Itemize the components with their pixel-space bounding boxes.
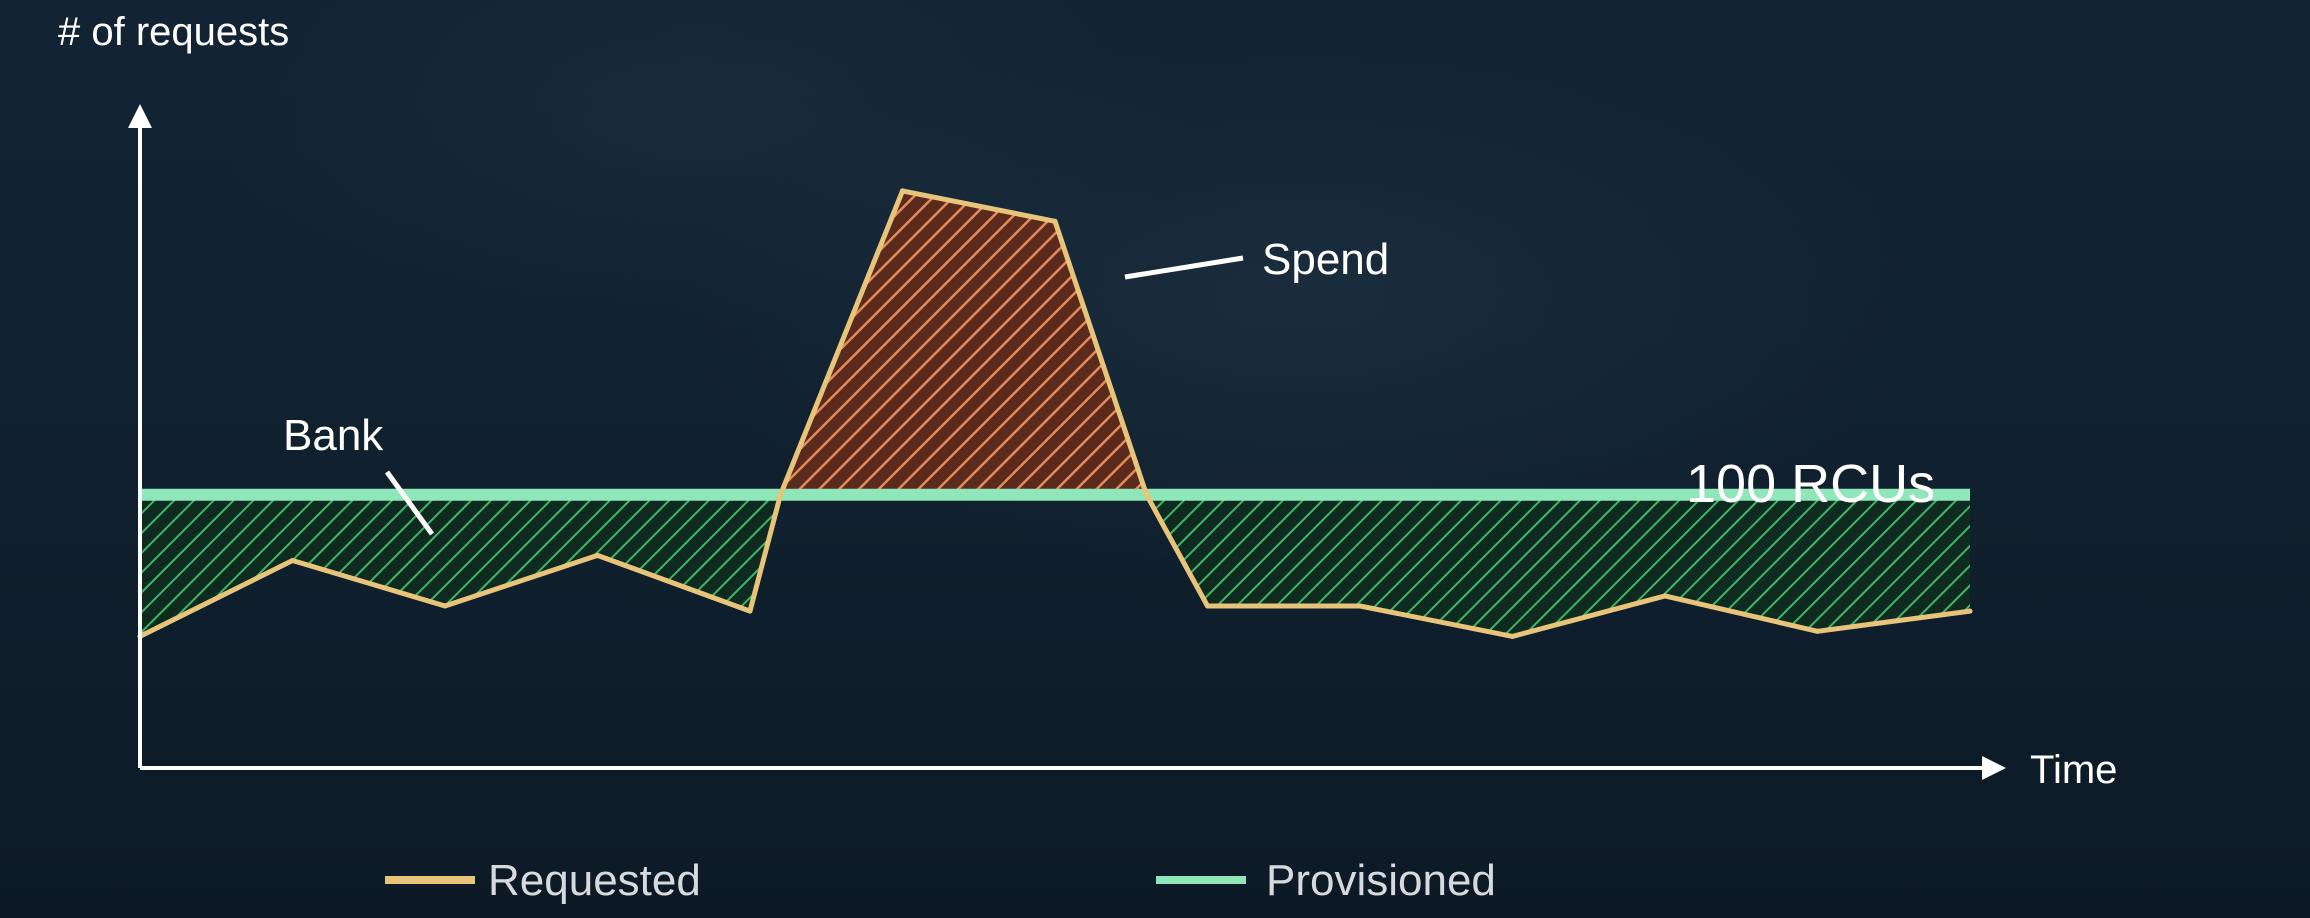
bank-area-2 [1146, 494, 1970, 637]
requested-point-14 [1967, 608, 1973, 614]
requested-point-3 [595, 552, 600, 558]
spend-pointer [1124, 255, 1244, 280]
requested-point-4 [747, 608, 753, 614]
legend: Requested Provisioned [385, 856, 1496, 905]
legend-label-provisioned: Provisioned [1266, 856, 1496, 905]
bank-annotation: Bank [283, 411, 384, 460]
requested-point-2 [442, 603, 448, 609]
requested-point-5 [778, 492, 783, 498]
requested-point-1 [290, 558, 295, 563]
requested-point-9 [1205, 603, 1210, 609]
requested-point-13 [1815, 628, 1820, 634]
y-axis-arrowhead [128, 104, 152, 128]
y-axis-label: # of requests [58, 10, 289, 54]
x-axis-label: Time [2030, 748, 2117, 792]
requested-point-6 [900, 188, 905, 194]
requested-point-7 [1052, 218, 1058, 224]
area-layer [140, 190, 1970, 637]
bank-area-0 [140, 494, 781, 637]
requested-point-8 [1144, 492, 1149, 498]
requested-point-11 [1510, 633, 1515, 639]
provisioned-level-label: 100 RCUs [1686, 454, 1935, 514]
legend-label-requested: Requested [488, 856, 701, 905]
line-layer [137, 188, 1973, 639]
x-axis-arrowhead [1982, 756, 2006, 780]
requested-point-12 [1662, 593, 1668, 599]
requested-point-10 [1357, 603, 1363, 609]
bank-pointer [384, 470, 435, 536]
spend-area-1 [780, 190, 1147, 495]
spend-annotation: Spend [1262, 235, 1389, 284]
